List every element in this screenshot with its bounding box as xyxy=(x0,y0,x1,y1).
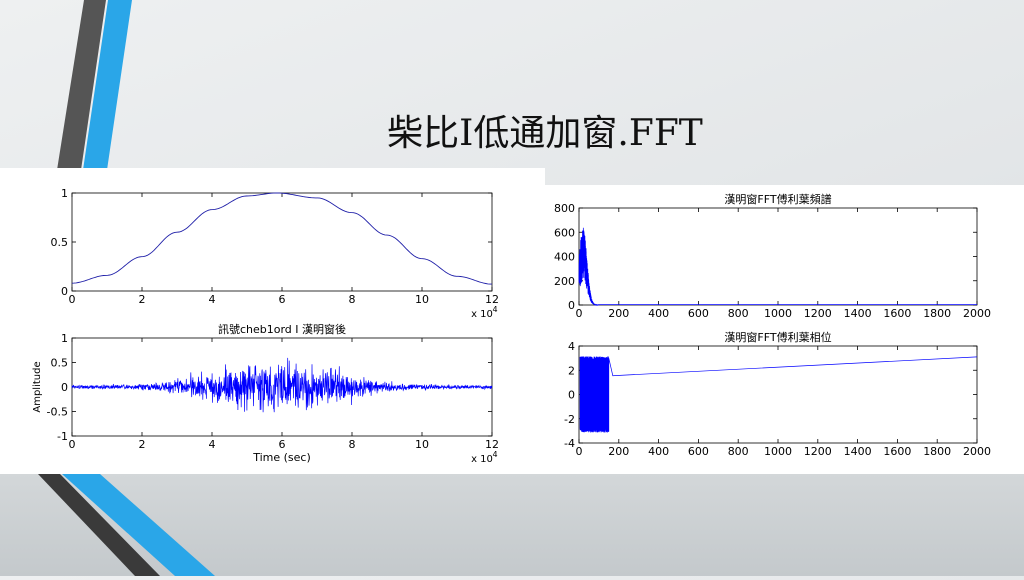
signal-trace xyxy=(71,357,493,413)
y-tick-label: -1 xyxy=(57,430,68,443)
y-tick-label: 200 xyxy=(554,275,575,288)
y-tick-label: 0 xyxy=(568,389,575,402)
x-tick-label: 2 xyxy=(139,293,146,306)
y-tick-label: 0 xyxy=(568,299,575,312)
x-tick-label: 6 xyxy=(279,293,286,306)
x-tick-label: 2000 xyxy=(963,445,991,458)
x-tick-label: 1800 xyxy=(923,307,951,320)
chart-title: 漢明窗FFT傅利葉相位 xyxy=(724,330,831,344)
top-blue-stripe xyxy=(83,0,132,170)
x-tick-label: 0 xyxy=(69,438,76,451)
y-tick-label: 0.5 xyxy=(51,357,69,370)
x-multiplier-label: x 10 xyxy=(471,309,493,320)
x-tick-label: 800 xyxy=(728,445,749,458)
x-tick-label: 0 xyxy=(576,445,583,458)
y-tick-label: 1 xyxy=(61,332,68,345)
y-tick-label: 4 xyxy=(568,340,575,353)
right-figure-panel: 0 200 400 600 800 1000 1200 1400 1600 1800 2000 0 20… xyxy=(545,185,1024,474)
y-tick-label: 600 xyxy=(554,226,575,239)
y-tick-label: 2 xyxy=(568,364,575,377)
x-tick-label: 200 xyxy=(608,445,629,458)
x-axis-label: Time (sec) xyxy=(252,451,311,464)
slide-title: 柴比I低通加窗.FFT xyxy=(387,113,703,154)
bottom-stripes xyxy=(38,474,215,576)
x-tick-label: 2000 xyxy=(963,307,991,320)
x-tick-label: 0 xyxy=(69,293,76,306)
x-tick-label: 1200 xyxy=(804,307,832,320)
chart-title: 訊號cheb1ord I 漢明窗後 xyxy=(218,322,346,336)
y-tick-label: -2 xyxy=(564,413,575,426)
x-tick-label: 8 xyxy=(349,293,356,306)
x-tick-label: 10 xyxy=(415,293,429,306)
x-tick-label: 6 xyxy=(279,438,286,451)
fft-phase-chart: 0 200 400 600 800 1000 1200 1400 1600 1800 2000 -4 -… xyxy=(564,330,991,458)
x-multiplier-exponent: 4 xyxy=(492,450,497,459)
filtered-signal-chart: 0 2 4 6 8 10 12 -1 -0.5 0 0.5 1 訊號cheb1ord I 漢明窗後 Tim… xyxy=(32,322,499,465)
x-tick-label: 1000 xyxy=(764,307,792,320)
y-tick-label: 0 xyxy=(61,381,68,394)
plot-frame xyxy=(578,207,978,306)
x-tick-label: 1600 xyxy=(883,307,911,320)
x-tick-label: 4 xyxy=(209,293,216,306)
x-tick-label: 600 xyxy=(688,307,709,320)
y-tick-label: 0 xyxy=(61,285,68,298)
y-tick-label: 0.5 xyxy=(51,236,69,249)
spectrum-trace xyxy=(578,227,977,306)
y-tick-label: 400 xyxy=(554,251,575,264)
y-tick-label: 1 xyxy=(61,187,68,200)
y-axis-label: Amplitude xyxy=(32,361,43,412)
x-tick-label: 400 xyxy=(648,307,669,320)
x-tick-label: 0 xyxy=(576,307,583,320)
x-tick-label: 12 xyxy=(485,293,499,306)
x-tick-label: 1000 xyxy=(764,445,792,458)
x-multiplier-exponent: 4 xyxy=(492,305,497,314)
x-tick-label: 800 xyxy=(728,307,749,320)
x-tick-label: 10 xyxy=(415,438,429,451)
plot-frame xyxy=(578,345,978,444)
x-tick-label: 1400 xyxy=(844,307,872,320)
y-tick-label: 800 xyxy=(554,202,575,215)
x-tick-label: 12 xyxy=(485,438,499,451)
x-tick-label: 1800 xyxy=(923,445,951,458)
x-tick-label: 200 xyxy=(608,307,629,320)
left-figure-panel: 0 2 4 6 8 10 12 0 0.5 1 x 10 4 0 2 4 6 8 10 12 -1 -0.5 0 0.5 1… xyxy=(0,168,545,474)
x-multiplier-label: x 10 xyxy=(471,454,493,465)
top-dark-stripe xyxy=(57,0,106,170)
x-tick-label: 1400 xyxy=(844,445,872,458)
x-tick-label: 8 xyxy=(349,438,356,451)
bottom-dark-stripe xyxy=(38,474,160,576)
x-tick-label: 1200 xyxy=(804,445,832,458)
x-tick-label: 400 xyxy=(648,445,669,458)
bottom-blue-stripe xyxy=(62,474,215,576)
right-figure: 0 200 400 600 800 1000 1200 1400 1600 1800 2000020… xyxy=(554,192,991,458)
y-tick-label: -0.5 xyxy=(47,406,68,419)
x-tick-label: 4 xyxy=(209,438,216,451)
fft-spectrum-chart: 0 200 400 600 800 1000 1200 1400 1600 1800 2000 0 20… xyxy=(554,192,991,320)
chart-title: 漢明窗FFT傅利葉頻譜 xyxy=(724,192,831,206)
y-tick-label: -4 xyxy=(564,437,575,450)
phase-trace xyxy=(579,356,978,433)
bottom-band xyxy=(0,474,1024,576)
x-tick-label: 2 xyxy=(139,438,146,451)
x-tick-label: 1600 xyxy=(883,445,911,458)
left-figure: 0 2 4 6 8 10 1200.51x 10 4 0 2 4 6 8 10 12-1-0.500.51… xyxy=(32,187,500,465)
window-curve xyxy=(71,192,492,285)
x-tick-label: 600 xyxy=(688,445,709,458)
plot-frame xyxy=(71,192,493,292)
cosine-window-chart: 0 2 4 6 8 10 1200.51x 10 4 xyxy=(51,187,500,320)
